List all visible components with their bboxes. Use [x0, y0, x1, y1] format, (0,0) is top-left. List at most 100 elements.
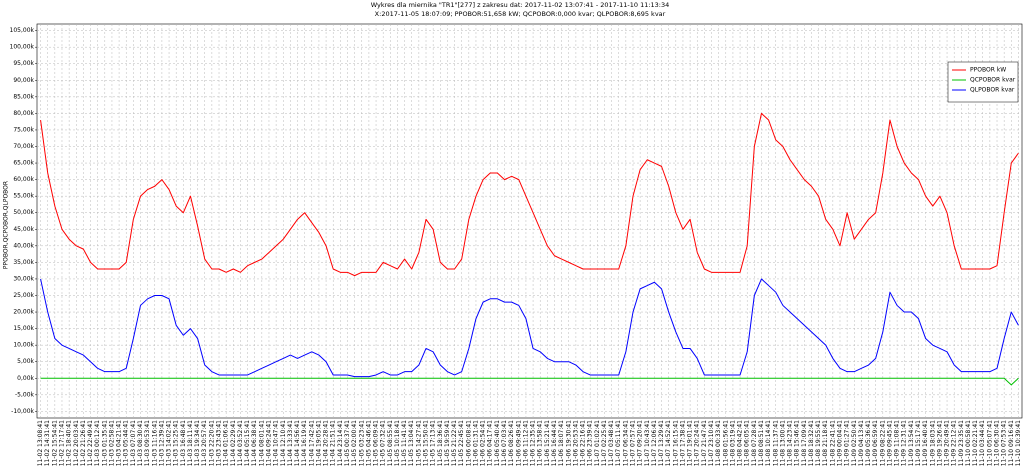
x-tick-label: 11-09 13:54:41: [908, 420, 915, 466]
x-tick-label: 11-08 19:55:41: [815, 420, 822, 466]
x-tick-label: 11-08 11:37:41: [772, 420, 779, 466]
y-tick-label: 50,00k: [13, 209, 34, 216]
x-tick-label: 11-03 01:35:41: [101, 420, 108, 466]
x-tick-label: 11-06 15:21:41: [544, 420, 551, 466]
x-tick-label: 11-06 07:03:41: [501, 420, 508, 466]
x-tick-label: 11-10 07:53:41: [1001, 420, 1008, 466]
x-tick-label: 11-04 20:28:41: [323, 420, 330, 466]
x-tick-label: 11-08 15:46:41: [794, 420, 801, 466]
y-tick-label: 10,00k: [13, 342, 34, 349]
y-tick-label: 35,00k: [13, 259, 34, 266]
x-tick-label: 11-07 16:15:41: [672, 420, 679, 466]
x-tick-label: 11-05 06:09:41: [373, 420, 380, 466]
x-tick-label: 11-07 17:38:41: [679, 420, 686, 466]
legend-label: PPOBOR kW: [970, 67, 1006, 74]
x-tick-label: 11-08 13:00:41: [779, 420, 786, 466]
x-tick-label: 11-07 21:47:41: [701, 420, 708, 466]
x-tick-label: 11-04 01:06:41: [223, 420, 230, 466]
x-tick-label: 11-04 21:51:41: [330, 420, 337, 466]
x-tick-label: 11-07 23:10:41: [708, 420, 715, 466]
x-tick-label: 11-04 03:52:41: [237, 420, 244, 466]
y-tick-label: 5,00k: [17, 358, 34, 365]
x-tick-label: 11-03 20:57:41: [201, 420, 208, 466]
y-tick-label: 65,00k: [13, 160, 34, 167]
x-tick-label: 11-06 19:30:41: [565, 420, 572, 466]
x-tick-label: 11-02 22:49:41: [87, 420, 94, 466]
y-tick-label: -5,00k: [15, 391, 35, 398]
x-tick-label: 11-03 18:11:41: [187, 420, 194, 466]
x-tick-label: 11-03 11:16:41: [151, 420, 158, 466]
x-tick-label: 11-08 06:05:41: [744, 420, 751, 466]
chart-subtitle: X:2017-11-05 18:07:09; PPOBOR:51,658 kW;…: [375, 10, 666, 18]
x-tick-label: 11-07 12:06:41: [651, 420, 658, 466]
y-tick-label: 75,00k: [13, 126, 34, 133]
x-tick-label: 11-08 10:14:41: [765, 420, 772, 466]
x-tick-label: 11-03 23:43:41: [216, 420, 223, 466]
x-tick-label: 11-05 11:41:41: [401, 420, 408, 466]
x-tick-label: 11-08 22:41:41: [829, 420, 836, 466]
x-tick-label: 11-08 21:18:41: [822, 420, 829, 466]
x-tick-label: 11-09 15:17:41: [915, 420, 922, 466]
y-tick-label: 30,00k: [13, 275, 34, 282]
x-tick-label: 11-03 09:53:41: [144, 420, 151, 466]
x-tick-label: 11-02 20:03:41: [73, 420, 80, 466]
x-tick-label: 11-02 13:08:41: [37, 420, 44, 466]
x-tick-label: 11-08 04:42:41: [737, 420, 744, 466]
x-tick-label: 11-10 00:58:41: [965, 420, 972, 466]
y-tick-label: 20,00k: [13, 309, 34, 316]
x-tick-label: 11-10 03:44:41: [979, 420, 986, 466]
x-tick-label: 11-03 07:07:41: [130, 420, 137, 466]
y-tick-label: 45,00k: [13, 226, 34, 233]
x-tick-label: 11-06 02:54:41: [480, 420, 487, 466]
x-tick-label: 11-08 17:09:41: [801, 420, 808, 466]
x-tick-label: 11-08 07:28:41: [751, 420, 758, 466]
x-tick-label: 11-05 22:45:41: [458, 420, 465, 466]
x-tick-label: 11-04 23:14:41: [337, 420, 344, 466]
x-tick-label: 11-05 15:50:41: [423, 420, 430, 466]
x-tick-label: 11-05 08:55:41: [387, 420, 394, 466]
x-tick-label: 11-09 06:59:41: [872, 420, 879, 466]
y-tick-label: 105,00k: [10, 27, 35, 34]
x-tick-label: 11-09 04:13:41: [858, 420, 865, 466]
x-tick-label: 11-04 09:24:41: [265, 420, 272, 466]
x-tick-label: 11-06 22:16:41: [580, 420, 587, 466]
x-tick-label: 11-06 20:53:41: [572, 420, 579, 466]
x-tick-label: 11-05 10:18:41: [394, 420, 401, 466]
x-tick-label: 11-03 16:48:41: [180, 420, 187, 466]
x-tick-label: 11-09 16:40:41: [922, 420, 929, 466]
x-tick-label: 11-03 00:12:41: [94, 420, 101, 466]
x-tick-label: 11-09 08:22:41: [879, 420, 886, 466]
x-tick-label: 11-06 18:07:41: [558, 420, 565, 466]
legend: PPOBOR kW QCPOBOR kvar QLPOBOR kvar: [947, 61, 1019, 103]
x-tick-label: 11-07 10:43:41: [644, 420, 651, 466]
x-tick-label: 11-03 22:20:41: [208, 420, 215, 466]
x-tick-label: 11-05 19:59:41: [444, 420, 451, 466]
series-line: [40, 377, 1019, 386]
y-tick-label: 80,00k: [13, 110, 34, 117]
x-tick-label: 11-02 17:17:41: [58, 420, 65, 466]
x-tick-label: 11-07 06:34:41: [622, 420, 629, 466]
x-tick-label: 11-08 08:51:41: [758, 420, 765, 466]
y-tick-label: 0,00k: [17, 375, 34, 382]
x-tick-label: 11-06 16:44:41: [551, 420, 558, 466]
x-tick-label: 11-06 01:31:41: [472, 420, 479, 466]
x-tick-label: 11-04 08:01:41: [258, 420, 265, 466]
x-tick-label: 11-09 22:12:41: [951, 420, 958, 466]
x-tick-label: 11-04 12:10:41: [280, 420, 287, 466]
x-tick-label: 11-02 18:40:41: [66, 420, 73, 466]
x-tick-label: 11-09 23:35:41: [958, 420, 965, 466]
legend-box: [947, 61, 1019, 103]
x-tick-label: 11-02 21:26:41: [80, 420, 87, 466]
x-tick-label: 11-05 07:32:41: [380, 420, 387, 466]
x-tick-label: 11-09 00:04:41: [836, 420, 843, 466]
y-tick-label: 95,00k: [13, 60, 34, 67]
x-tick-label: 11-09 01:27:41: [844, 420, 851, 466]
x-tick-label: 11-08 01:56:41: [722, 420, 729, 466]
x-tick-label: 11-08 18:32:41: [808, 420, 815, 466]
x-tick-label: 11-06 12:35:41: [530, 420, 537, 466]
chart-title: Wykres dla miernika "TR1"[277] z zakresu…: [371, 1, 670, 9]
y-tick-label: 70,00k: [13, 143, 34, 150]
y-tick-label: 100,00k: [10, 44, 35, 51]
x-tick-label: 11-07 03:48:41: [608, 420, 615, 466]
